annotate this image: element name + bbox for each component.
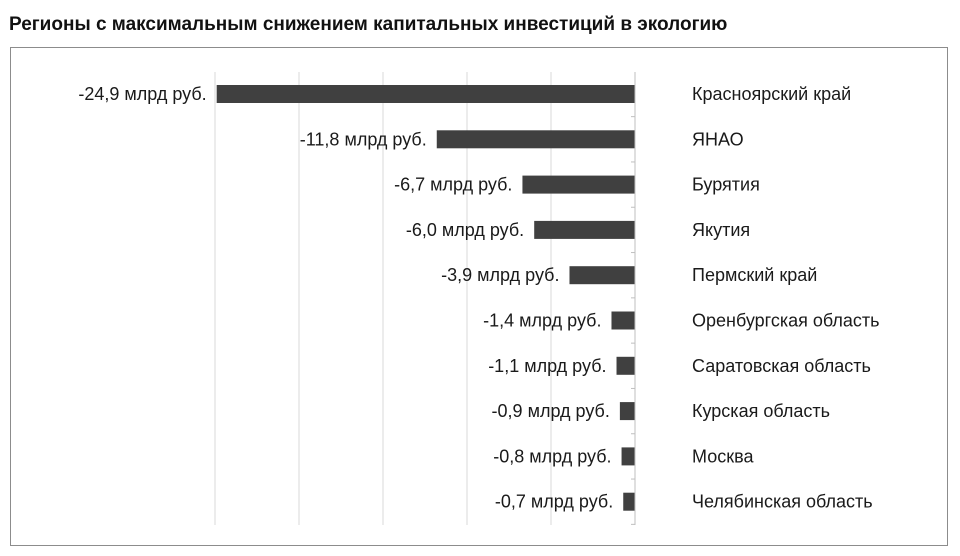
bar xyxy=(436,130,635,149)
bar-value-label: -0,7 млрд руб. xyxy=(495,492,613,512)
category-label: Саратовская область xyxy=(692,356,871,376)
category-label: Оренбургская область xyxy=(692,311,880,331)
bar-value-label: -6,0 млрд руб. xyxy=(406,220,524,240)
bar xyxy=(623,492,635,511)
zero-axis xyxy=(631,72,636,525)
value-labels: -24,9 млрд руб. -11,8 млрд руб. -6,7 млрд … xyxy=(78,84,613,512)
category-label: Челябинская область xyxy=(692,492,873,512)
bars xyxy=(216,85,635,511)
bar xyxy=(616,356,635,375)
bar-value-label: -11,8 млрд руб. xyxy=(300,129,427,149)
category-label: Бурятия xyxy=(692,175,760,195)
category-label: Москва xyxy=(692,446,754,466)
bar-value-label: -1,4 млрд руб. xyxy=(483,311,601,331)
bar-value-label: -3,9 млрд руб. xyxy=(441,265,559,285)
category-label: Красноярский край xyxy=(692,84,851,104)
bar xyxy=(611,311,635,330)
category-label: Пермский край xyxy=(692,265,817,285)
bar xyxy=(534,220,635,239)
category-label: Курская область xyxy=(692,401,830,421)
chart-title: Регионы с максимальным снижением капитал… xyxy=(9,14,728,35)
bar-value-label: -6,7 млрд руб. xyxy=(394,175,512,195)
chart-frame xyxy=(10,47,948,546)
bar-value-label: -0,9 млрд руб. xyxy=(492,401,610,421)
bar xyxy=(522,175,635,194)
bar-value-label: -24,9 млрд руб. xyxy=(78,84,206,104)
bar-value-label: -0,8 млрд руб. xyxy=(493,446,611,466)
bar xyxy=(216,85,635,103)
category-labels: Красноярский край ЯНАО Бурятия Якутия Пермск… xyxy=(692,84,880,512)
category-label: ЯНАО xyxy=(692,129,744,149)
bar-value-label: -1,1 млрд руб. xyxy=(488,356,606,376)
bar xyxy=(569,266,635,285)
bar xyxy=(619,402,635,421)
bar xyxy=(621,447,635,466)
category-label: Якутия xyxy=(692,220,750,240)
